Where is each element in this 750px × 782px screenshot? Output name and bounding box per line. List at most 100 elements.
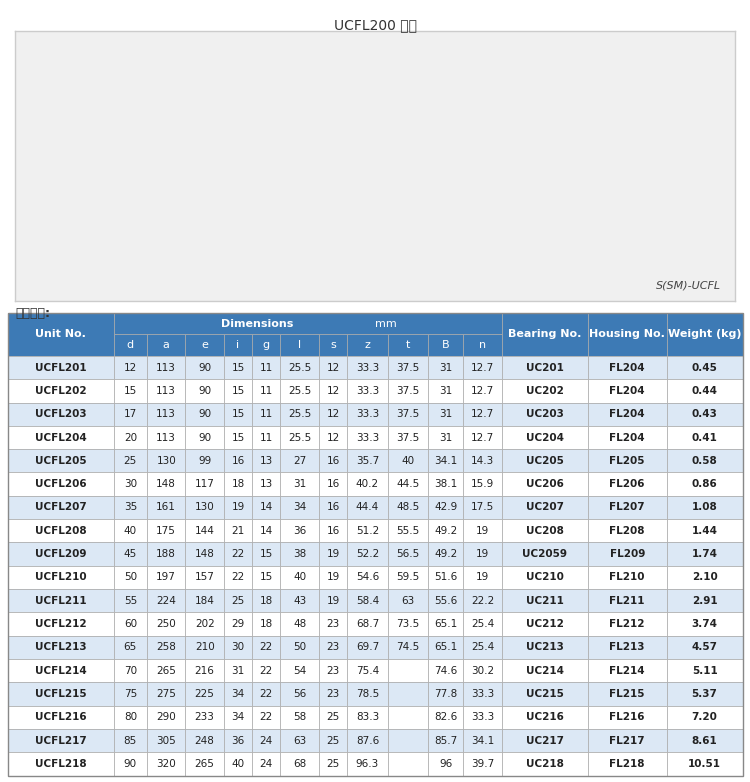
- Bar: [147, 472, 185, 496]
- Bar: [667, 313, 742, 356]
- Bar: [388, 449, 428, 472]
- Bar: [502, 313, 588, 356]
- Bar: [224, 543, 252, 566]
- Bar: [464, 636, 502, 659]
- Bar: [224, 335, 252, 356]
- Bar: [8, 313, 114, 356]
- Bar: [224, 729, 252, 752]
- Bar: [502, 496, 588, 519]
- Bar: [464, 449, 502, 472]
- Bar: [667, 379, 742, 403]
- Bar: [428, 543, 464, 566]
- Bar: [319, 472, 347, 496]
- Text: 50: 50: [293, 643, 306, 652]
- Bar: [319, 403, 347, 426]
- Bar: [114, 589, 147, 612]
- Text: FL209: FL209: [610, 549, 645, 559]
- Text: 22: 22: [260, 665, 273, 676]
- Bar: [224, 519, 252, 543]
- Text: 22: 22: [232, 572, 244, 583]
- Text: 40: 40: [124, 526, 137, 536]
- Bar: [428, 519, 464, 543]
- Bar: [252, 659, 280, 683]
- Bar: [147, 659, 185, 683]
- Bar: [252, 403, 280, 426]
- Text: 73.5: 73.5: [396, 619, 419, 630]
- Text: UCFL203: UCFL203: [34, 409, 86, 419]
- Text: 48: 48: [293, 619, 306, 630]
- Bar: [347, 356, 388, 379]
- Bar: [428, 379, 464, 403]
- Bar: [224, 659, 252, 683]
- Bar: [224, 379, 252, 403]
- Bar: [224, 566, 252, 589]
- Bar: [252, 543, 280, 566]
- Text: 4.57: 4.57: [692, 643, 718, 652]
- Text: 85: 85: [124, 736, 137, 746]
- Bar: [252, 472, 280, 496]
- Bar: [388, 403, 428, 426]
- Text: 14: 14: [260, 503, 273, 512]
- Text: 42.9: 42.9: [434, 503, 457, 512]
- Text: 18: 18: [260, 596, 273, 606]
- Bar: [8, 426, 114, 449]
- Text: 75.4: 75.4: [356, 665, 379, 676]
- Bar: [667, 683, 742, 706]
- Text: 99: 99: [198, 456, 211, 466]
- Bar: [319, 335, 347, 356]
- Bar: [428, 426, 464, 449]
- Bar: [280, 566, 319, 589]
- Text: 13: 13: [260, 456, 273, 466]
- Bar: [588, 589, 667, 612]
- Text: 18: 18: [260, 619, 273, 630]
- Bar: [667, 449, 742, 472]
- Text: 12.7: 12.7: [471, 432, 494, 443]
- Bar: [185, 335, 224, 356]
- Bar: [185, 519, 224, 543]
- Text: 19: 19: [476, 572, 489, 583]
- Bar: [252, 335, 280, 356]
- Text: 5.11: 5.11: [692, 665, 718, 676]
- Bar: [319, 519, 347, 543]
- Bar: [280, 612, 319, 636]
- Bar: [185, 706, 224, 729]
- Text: 11: 11: [260, 409, 273, 419]
- Text: 14.3: 14.3: [471, 456, 494, 466]
- Bar: [252, 729, 280, 752]
- Bar: [252, 379, 280, 403]
- Bar: [224, 706, 252, 729]
- Bar: [252, 589, 280, 612]
- Bar: [388, 379, 428, 403]
- Text: Housing No.: Housing No.: [590, 329, 665, 339]
- Text: 19: 19: [326, 549, 340, 559]
- Text: 12.7: 12.7: [471, 386, 494, 396]
- Text: 50: 50: [124, 572, 137, 583]
- Text: 117: 117: [195, 479, 214, 490]
- Text: 12.7: 12.7: [471, 409, 494, 419]
- Bar: [502, 636, 588, 659]
- Bar: [280, 496, 319, 519]
- Text: 30: 30: [124, 479, 137, 490]
- Bar: [280, 752, 319, 776]
- Text: 161: 161: [156, 503, 176, 512]
- Text: 33.3: 33.3: [356, 386, 379, 396]
- Text: 产品说明:: 产品说明:: [15, 307, 50, 320]
- Text: 0.58: 0.58: [692, 456, 718, 466]
- Text: UC213: UC213: [526, 643, 564, 652]
- Text: UC211: UC211: [526, 596, 564, 606]
- Bar: [224, 496, 252, 519]
- Bar: [319, 589, 347, 612]
- Bar: [114, 379, 147, 403]
- Text: 27: 27: [293, 456, 306, 466]
- Bar: [464, 683, 502, 706]
- Bar: [147, 612, 185, 636]
- Bar: [280, 379, 319, 403]
- Bar: [588, 659, 667, 683]
- Text: mm: mm: [374, 318, 396, 328]
- Text: 40: 40: [401, 456, 415, 466]
- Bar: [114, 472, 147, 496]
- Text: 31: 31: [440, 386, 452, 396]
- Bar: [588, 683, 667, 706]
- Bar: [224, 636, 252, 659]
- Bar: [667, 706, 742, 729]
